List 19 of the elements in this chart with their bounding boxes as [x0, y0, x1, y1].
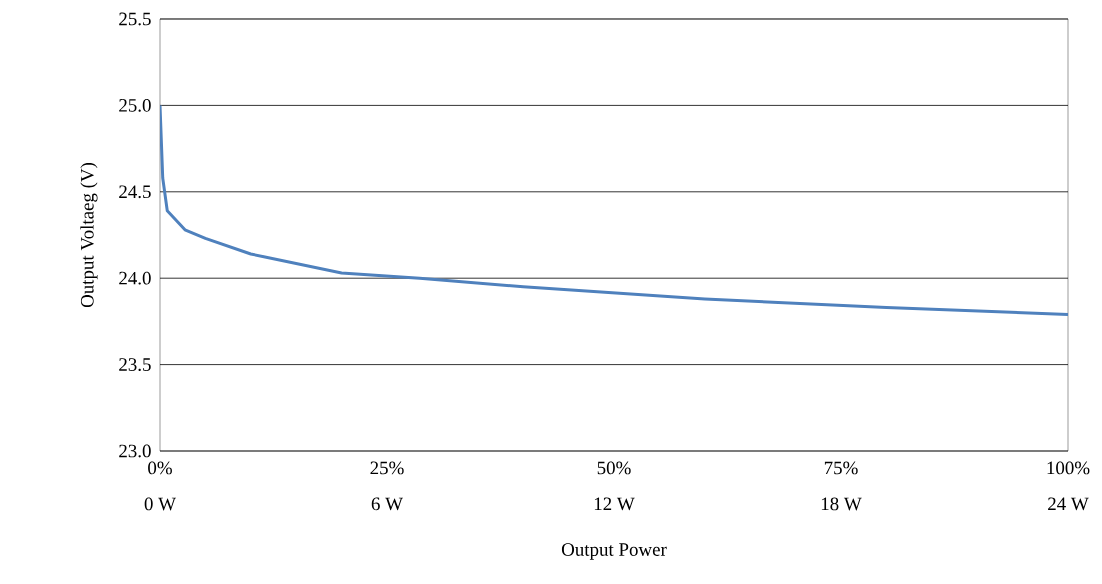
x2-tick-label: 6 W — [371, 497, 403, 511]
y-tick-label: 23.0 — [119, 444, 151, 458]
y-tick-label: 23.5 — [119, 358, 151, 371]
y-tick-label: 25.5 — [119, 12, 151, 26]
x2-tick-label: 18 W — [821, 497, 862, 511]
x-tick-label: 0% — [148, 461, 172, 475]
y-tick-label: 24.5 — [119, 185, 151, 199]
line-series — [160, 103, 1069, 316]
x-axis-title: Output Power — [561, 543, 667, 560]
x-tick-label: 100% — [1047, 461, 1090, 475]
x-tick-label: 50% — [597, 461, 631, 475]
x-tick-label: 25% — [370, 461, 404, 475]
x2-tick-label: 0 W — [144, 497, 176, 511]
x2-tick-label: 24 W — [1048, 497, 1089, 511]
y-tick-label: 25.0 — [119, 98, 151, 112]
x2-tick-label: 12 W — [594, 497, 635, 511]
y-tick-label: 24.0 — [119, 271, 151, 285]
y-axis-title: Output Voltaeg (V) — [80, 162, 98, 308]
x-tick-label: 75% — [824, 461, 858, 475]
